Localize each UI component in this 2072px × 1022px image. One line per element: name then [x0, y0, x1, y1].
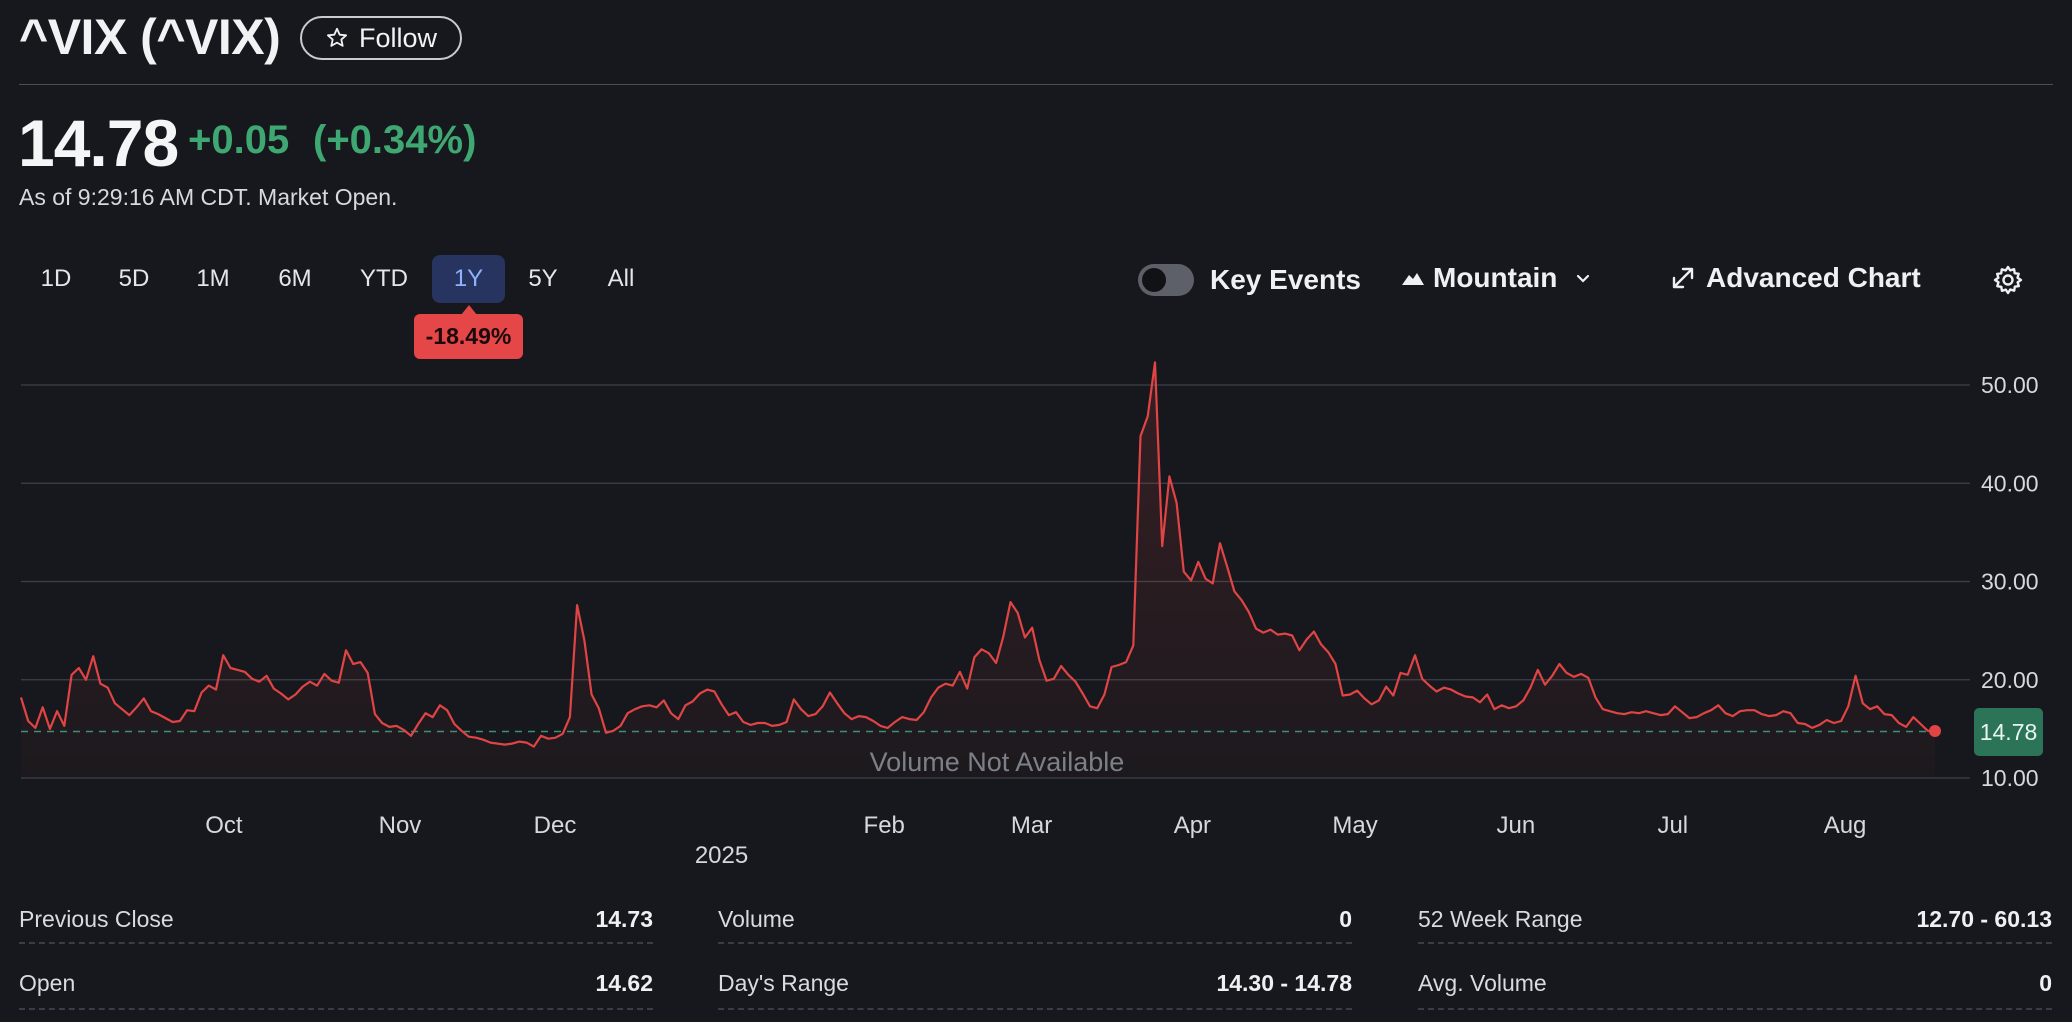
page-title: ^VIX (^VIX) [19, 9, 281, 65]
range-change-badge: -18.49% [414, 314, 523, 359]
range-tab-5y[interactable]: 5Y [528, 265, 558, 292]
x-tick-label: Mar [1011, 812, 1052, 839]
y-tick-label: 30.00 [1981, 569, 2039, 595]
range-change-badge-pointer [461, 305, 477, 315]
stat-label-open: Open [19, 970, 76, 996]
follow-label: Follow [358, 22, 438, 53]
stat-value-days-range: 14.30 - 14.78 [1216, 970, 1352, 996]
last-price-tag: 14.78 [1974, 708, 2043, 756]
x-tick-label: Apr [1174, 812, 1211, 839]
x-tick-label: Jun [1496, 812, 1535, 839]
x-axis: Oct Nov Dec Feb Mar Apr May Jun Jul Aug [205, 812, 1866, 839]
stat-divider [1418, 1008, 2052, 1010]
stat-divider [718, 1008, 1352, 1010]
y-tick-label: 20.00 [1981, 667, 2039, 693]
mountain-icon [1402, 273, 1424, 285]
stat-divider [19, 942, 653, 944]
settings-gear-icon[interactable] [1992, 264, 2024, 296]
range-tab-all[interactable]: All [607, 265, 635, 292]
price-change: +0.05 [188, 118, 290, 162]
chevron-down-icon [1577, 274, 1590, 283]
price-line [19, 361, 1936, 748]
stat-label-previous-close: Previous Close [19, 906, 174, 932]
range-tab-1m[interactable]: 1M [196, 265, 230, 292]
chart-type-label: Mountain [1433, 262, 1558, 293]
year-label: 2025 [695, 842, 748, 869]
stat-label-days-range: Day's Range [718, 970, 849, 996]
y-tick-label: 40.00 [1981, 470, 2039, 496]
follow-button[interactable]: Follow [300, 16, 462, 60]
last-price-dot [1929, 725, 1941, 738]
market-timestamp: As of 9:29:16 AM CDT. Market Open. [19, 184, 398, 210]
stat-divider [1418, 942, 2052, 944]
range-tab-ytd[interactable]: YTD [360, 265, 408, 292]
x-tick-label: Feb [864, 812, 905, 839]
price-change-percent: (+0.34%) [313, 118, 477, 162]
current-price: 14.78 [18, 106, 179, 180]
y-tick-label: 10.00 [1981, 765, 2039, 791]
stat-value-volume: 0 [1339, 906, 1352, 932]
stat-value-previous-close: 14.73 [595, 906, 653, 932]
x-tick-label: Aug [1824, 812, 1867, 839]
stat-divider [19, 1008, 653, 1010]
volume-not-available-note: Volume Not Available [870, 747, 1125, 777]
expand-icon [1672, 267, 1694, 289]
y-tick-label: 50.00 [1981, 372, 2039, 398]
stat-label-52-week-range: 52 Week Range [1418, 906, 1583, 932]
advanced-chart-button[interactable]: Advanced Chart [1670, 262, 1921, 294]
price-chart[interactable]: 50.00 40.00 30.00 20.00 10.00 Volume Not Ava… [0, 340, 2072, 880]
range-tab-5d[interactable]: 5D [118, 265, 150, 292]
key-events-toggle-knob [1142, 268, 1166, 292]
chart-type-dropdown[interactable]: Mountain [1401, 262, 1593, 294]
range-tab-6m[interactable]: 6M [278, 265, 312, 292]
stat-label-avg-volume: Avg. Volume [1418, 970, 1547, 996]
x-tick-label: Nov [379, 812, 422, 839]
star-icon [326, 27, 347, 47]
y-axis: 50.00 40.00 30.00 20.00 10.00 [1981, 372, 2039, 791]
stat-value-avg-volume: 0 [2039, 970, 2052, 996]
x-tick-label: May [1332, 812, 1377, 839]
x-tick-label: Jul [1657, 812, 1688, 839]
range-tab-1y[interactable]: 1Y [432, 255, 505, 303]
stat-divider [718, 942, 1352, 944]
stat-value-52-week-range: 12.70 - 60.13 [1916, 906, 2052, 932]
stat-value-open: 14.62 [595, 970, 653, 996]
price-area-fill [21, 362, 1935, 778]
header-divider [19, 84, 2053, 85]
key-events-label: Key Events [1210, 264, 1361, 295]
x-tick-label: Oct [205, 812, 243, 839]
stat-label-volume: Volume [718, 906, 795, 932]
x-tick-label: Dec [534, 812, 577, 839]
range-tab-1d[interactable]: 1D [40, 265, 72, 292]
advanced-chart-label: Advanced Chart [1706, 262, 1921, 293]
